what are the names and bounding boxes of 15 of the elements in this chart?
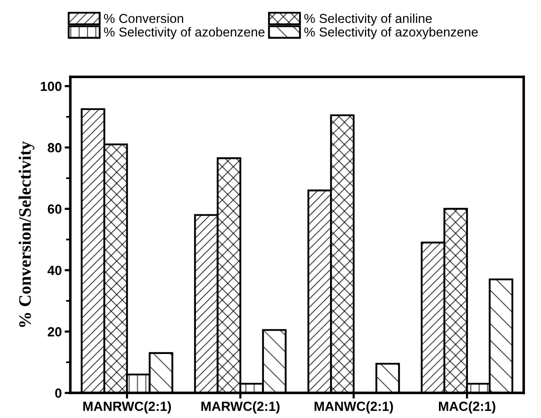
y-tick-label: 20	[48, 327, 62, 336]
y-axis-title: % Conversion/Selectivity	[18, 141, 34, 327]
x-tick-label: MANWC(2:1)	[314, 401, 393, 414]
legend-label: % Conversion	[104, 14, 184, 24]
y-tick-label: 100	[40, 82, 62, 92]
x-tick-label: MANRWC(2:1)	[83, 401, 171, 414]
y-tick-label: 0	[55, 388, 62, 398]
legend-label: % Selectivity of azobenzene	[104, 27, 265, 40]
legend-label: % Selectivity of aniline	[304, 14, 432, 26]
legend-label: % Selectivity of azoxybenzene	[304, 27, 478, 40]
x-tick-label: MAC(2:1)	[438, 401, 496, 414]
y-tick-label: 80	[48, 143, 62, 152]
x-tick-label: MARWC(2:1)	[201, 401, 280, 414]
y-tick-label: 60	[48, 204, 62, 214]
y-tick-label: 40	[48, 266, 62, 276]
